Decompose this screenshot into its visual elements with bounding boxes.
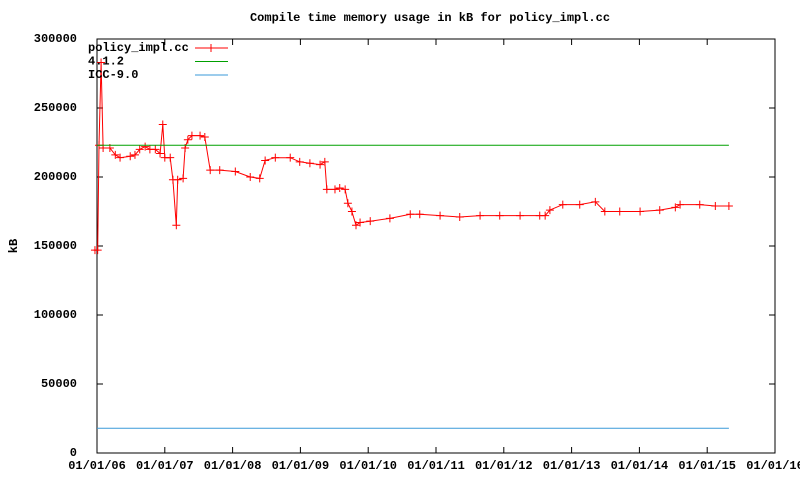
point-marker (676, 200, 685, 209)
point-marker (295, 157, 304, 166)
point-marker (695, 200, 704, 209)
point-marker (541, 211, 550, 220)
point-marker (356, 218, 365, 227)
x-tick-label: 01/01/09 (272, 459, 330, 473)
point-marker (671, 203, 680, 212)
point-marker (406, 210, 415, 219)
point-marker (455, 213, 464, 222)
point-marker (93, 246, 102, 255)
point-marker (351, 221, 360, 230)
x-tick-label: 01/01/16 (746, 459, 800, 473)
point-marker (545, 206, 554, 215)
point-marker (200, 132, 209, 141)
point-marker (151, 145, 160, 154)
point-marker (724, 201, 733, 210)
x-tick-label: 01/01/12 (475, 459, 533, 473)
y-tick-label: 300000 (34, 32, 77, 46)
point-marker (600, 207, 609, 216)
point-marker (415, 210, 424, 219)
point-marker (231, 167, 240, 176)
chart-title: Compile time memory usage in kB for poli… (250, 11, 610, 25)
x-tick-label: 01/01/14 (611, 459, 669, 473)
point-marker (97, 58, 106, 67)
point-marker (316, 160, 325, 169)
point-marker (558, 200, 567, 209)
y-tick-label: 100000 (34, 308, 77, 322)
point-marker (636, 207, 645, 216)
point-marker (130, 150, 139, 159)
point-marker (183, 135, 192, 144)
point-marker (330, 185, 339, 194)
y-tick-label: 150000 (34, 239, 77, 253)
point-marker (255, 174, 264, 183)
point-marker (305, 159, 314, 168)
point-marker (591, 197, 600, 206)
point-marker (436, 211, 445, 220)
x-tick-label: 01/01/13 (543, 459, 601, 473)
point-marker (187, 131, 196, 140)
point-marker (166, 153, 175, 162)
point-marker (615, 207, 624, 216)
point-marker (179, 174, 188, 183)
x-tick-label: 01/01/11 (407, 459, 465, 473)
point-marker (476, 211, 485, 220)
x-tick-label: 01/01/06 (68, 459, 126, 473)
point-marker (196, 131, 205, 140)
point-marker (286, 153, 295, 162)
plot-frame (96, 38, 776, 454)
point-marker (172, 221, 181, 230)
x-tick-label: 01/01/08 (204, 459, 262, 473)
point-marker (575, 200, 584, 209)
point-marker (156, 149, 165, 158)
series-line (95, 62, 729, 251)
point-marker (385, 214, 394, 223)
point-marker (322, 185, 331, 194)
point-marker (711, 201, 720, 210)
legend-label: 4.1.2 (88, 55, 124, 69)
point-marker (495, 211, 504, 220)
y-tick-label: 250000 (34, 101, 77, 115)
point-marker (516, 211, 525, 220)
point-marker (141, 142, 150, 151)
legend-marker (207, 44, 215, 52)
point-marker (343, 199, 352, 208)
legend-label: ICC-9.0 (88, 68, 138, 82)
point-marker (347, 207, 356, 216)
y-tick-label: 0 (70, 446, 77, 460)
point-marker (173, 175, 182, 184)
point-marker (215, 166, 224, 175)
y-tick-label: 200000 (34, 170, 77, 184)
point-marker (366, 217, 375, 226)
point-marker (261, 156, 270, 165)
x-tick-label: 01/01/15 (678, 459, 736, 473)
point-marker (271, 153, 280, 162)
point-marker (111, 150, 120, 159)
point-marker (320, 157, 329, 166)
x-tick-label: 01/01/07 (136, 459, 194, 473)
y-axis-label: kB (7, 239, 21, 253)
point-marker (206, 166, 215, 175)
point-marker (655, 206, 664, 215)
point-marker (158, 120, 167, 129)
point-marker (135, 145, 144, 154)
legend-label: policy_impl.cc (88, 41, 189, 55)
x-tick-label: 01/01/10 (339, 459, 397, 473)
point-marker (335, 184, 344, 193)
point-marker (126, 152, 135, 161)
y-tick-label: 50000 (41, 377, 77, 391)
point-marker (341, 185, 350, 194)
point-marker (246, 173, 255, 181)
point-marker (116, 153, 125, 162)
